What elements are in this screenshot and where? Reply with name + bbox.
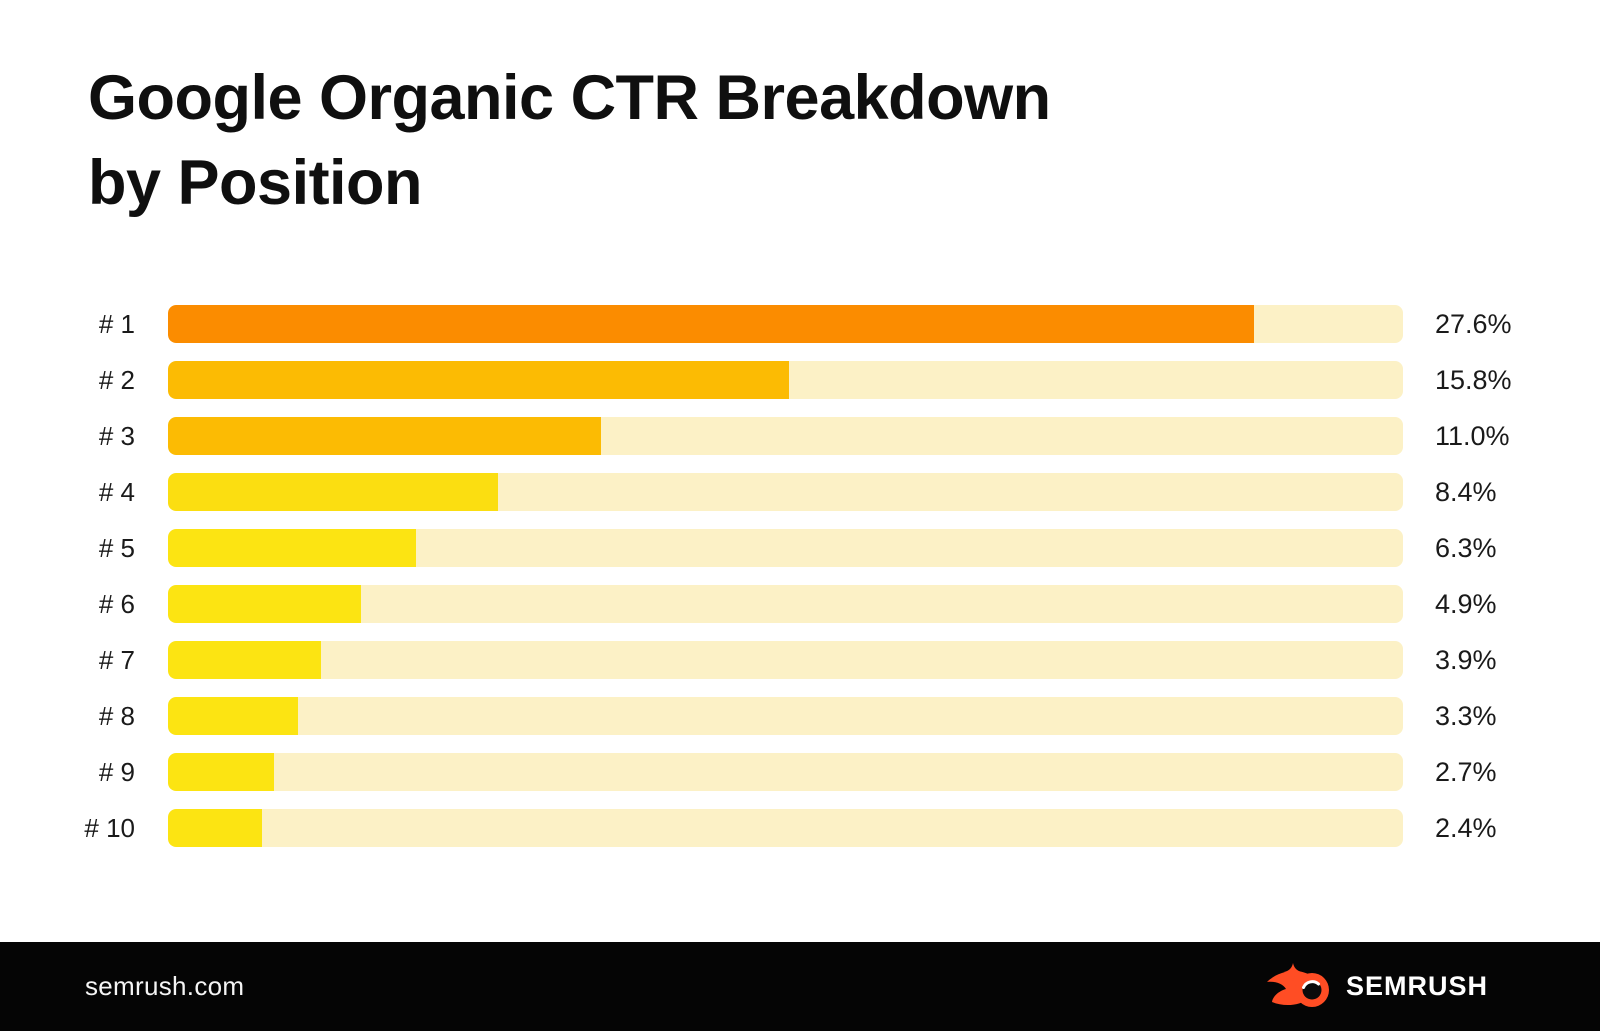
bar-track <box>168 753 1403 791</box>
page-title-line2: by Position <box>88 148 423 218</box>
value-label: 4.9% <box>1435 588 1497 619</box>
bar-fill <box>168 361 790 399</box>
bar-fill <box>168 529 416 567</box>
chart-row: # 1 27.6% <box>80 305 1530 343</box>
value-label: 6.3% <box>1435 532 1497 563</box>
bar-fill <box>168 585 361 623</box>
chart-row: # 2 15.8% <box>80 361 1530 399</box>
position-label: # 10 <box>84 812 135 843</box>
bar-fill <box>168 697 298 735</box>
bar-track <box>168 529 1403 567</box>
position-label: # 7 <box>98 644 135 675</box>
chart-row: # 8 3.3% <box>80 697 1530 735</box>
bar-fill <box>168 641 322 679</box>
bar-track <box>168 473 1403 511</box>
semrush-logo: SEMRUSH <box>1260 962 1488 1011</box>
bar-track <box>168 361 1403 399</box>
ctr-bar-chart: # 1 27.6% # 2 15.8% # 3 11.0% # 4 <box>80 305 1530 865</box>
page-title-line1: Google Organic CTR Breakdown <box>88 63 1051 133</box>
bar-track <box>168 305 1403 343</box>
value-label: 15.8% <box>1435 364 1512 395</box>
position-label: # 5 <box>98 532 135 563</box>
value-label: 8.4% <box>1435 476 1497 507</box>
bar-track <box>168 585 1403 623</box>
bar-fill <box>168 417 601 455</box>
value-label: 11.0% <box>1435 420 1510 451</box>
chart-row: # 4 8.4% <box>80 473 1530 511</box>
bar-track <box>168 641 1403 679</box>
footer: semrush.com SEMRUSH <box>0 942 1600 1031</box>
value-label: 2.4% <box>1435 812 1497 843</box>
bar-fill <box>168 809 263 847</box>
position-label: # 2 <box>98 364 135 395</box>
value-label: 27.6% <box>1435 308 1512 339</box>
bar-fill <box>168 753 275 791</box>
value-label: 3.3% <box>1435 700 1497 731</box>
semrush-flame-icon <box>1266 962 1329 1007</box>
website-link[interactable]: semrush.com <box>85 971 245 1001</box>
page-title: Google Organic CTR Breakdown by Position <box>88 56 1051 226</box>
position-label: # 4 <box>98 476 135 507</box>
chart-row: # 9 2.7% <box>80 753 1530 791</box>
bar-track <box>168 809 1403 847</box>
bar-fill <box>168 305 1254 343</box>
position-label: # 6 <box>98 588 135 619</box>
value-label: 2.7% <box>1435 756 1497 787</box>
bar-fill <box>168 473 499 511</box>
position-label: # 9 <box>98 756 135 787</box>
value-label: 3.9% <box>1435 644 1497 675</box>
chart-row: # 7 3.9% <box>80 641 1530 679</box>
chart-row: # 10 2.4% <box>80 809 1530 847</box>
position-label: # 8 <box>98 700 135 731</box>
position-label: # 1 <box>98 308 135 339</box>
chart-row: # 5 6.3% <box>80 529 1530 567</box>
bar-track <box>168 697 1403 735</box>
chart-row: # 3 11.0% <box>80 417 1530 455</box>
bar-track <box>168 417 1403 455</box>
position-label: # 3 <box>98 420 135 451</box>
chart-row: # 6 4.9% <box>80 585 1530 623</box>
semrush-wordmark: SEMRUSH <box>1345 971 1488 1001</box>
